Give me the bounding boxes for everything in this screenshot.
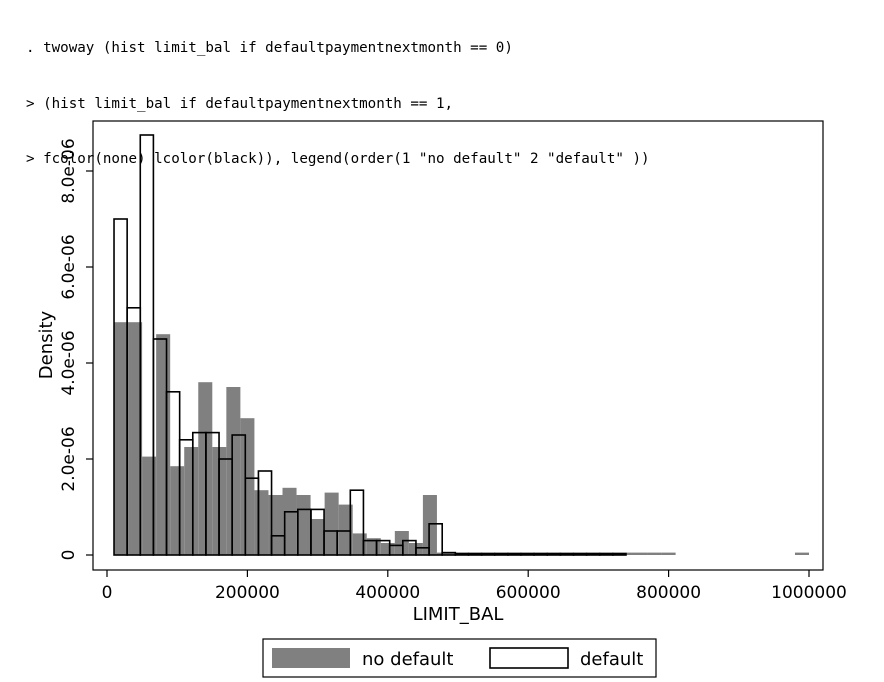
stata-command: . twoway (hist limit_bal if defaultpayme… [26, 2, 650, 187]
default-bars [113, 134, 627, 556]
legend-swatch-default [489, 647, 569, 669]
x-tick-label: 800000 [636, 583, 701, 603]
y-tick-label: 4.0e-06 [59, 330, 79, 395]
bar-no-default [282, 487, 297, 555]
x-tick-label: 200000 [215, 583, 280, 603]
y-tick-label: 6.0e-06 [59, 234, 79, 299]
bar-default [546, 552, 562, 556]
bar-default [559, 552, 575, 556]
bar-no-default [240, 418, 255, 555]
x-tick-label: 1000000 [771, 583, 847, 603]
bar-no-default [226, 387, 241, 555]
bar-no-default [268, 495, 283, 555]
legend-frame [262, 638, 657, 678]
bar-default [454, 552, 470, 556]
bar-default [257, 470, 273, 556]
bar-default [507, 552, 522, 556]
y-axis-title: Density [36, 310, 57, 379]
bar-default [467, 552, 483, 556]
y-axis: 0 2.0e-06 4.0e-06 6.0e-06 8.0e-06 [59, 138, 93, 560]
x-tick-label: 600000 [496, 583, 561, 603]
bar-default [598, 552, 614, 556]
bar-default [533, 552, 549, 556]
y-tick-label: 2.0e-06 [59, 426, 79, 491]
bar-default [428, 522, 444, 556]
bar-default [585, 552, 601, 556]
x-tick-label: 0 [102, 583, 113, 603]
bar-default [480, 552, 496, 556]
bar-default [612, 552, 627, 556]
bar-default [520, 552, 535, 556]
command-line-3: > fcolor(none) lcolor(black)), legend(or… [26, 151, 650, 167]
x-axis-title: LIMIT_BAL [413, 604, 504, 625]
x-axis: 0 200000 400000 600000 800000 1000000 [102, 570, 847, 603]
y-tick-label: 0 [59, 550, 79, 561]
legend-label-no-default: no default [362, 649, 453, 670]
bar-no-default [352, 533, 367, 555]
bar-default [572, 552, 588, 556]
bar-default [493, 552, 509, 556]
bar-no-default [296, 495, 311, 555]
bar-no-default [184, 447, 199, 555]
command-line-2: > (hist limit_bal if defaultpaymentnextm… [26, 95, 454, 112]
legend-label-default: default [580, 649, 643, 670]
bar-no-default [338, 504, 353, 555]
x-tick-label: 400000 [355, 583, 420, 603]
legend: no default default [262, 638, 657, 678]
bar-no-default [436, 552, 451, 555]
bar-no-default [633, 552, 648, 555]
bar-no-default [661, 552, 676, 555]
bar-no-default [324, 492, 339, 555]
bar-no-default [647, 552, 662, 555]
plot-frame [92, 120, 824, 571]
y-tick-label: 8.0e-06 [59, 138, 79, 203]
bar-no-default [170, 466, 185, 555]
bar-no-default [156, 334, 171, 555]
legend-swatch-no-default [272, 648, 350, 668]
bar-no-default [310, 519, 325, 555]
bar-default [349, 489, 365, 556]
bar-no-default [114, 322, 129, 555]
bar-no-default [254, 490, 269, 555]
bar-no-default [422, 495, 437, 555]
bar-no-default [128, 322, 143, 555]
bar-no-default [794, 552, 809, 555]
command-line-1: . twoway (hist limit_bal if defaultpayme… [26, 40, 513, 56]
bar-no-default [394, 531, 409, 555]
